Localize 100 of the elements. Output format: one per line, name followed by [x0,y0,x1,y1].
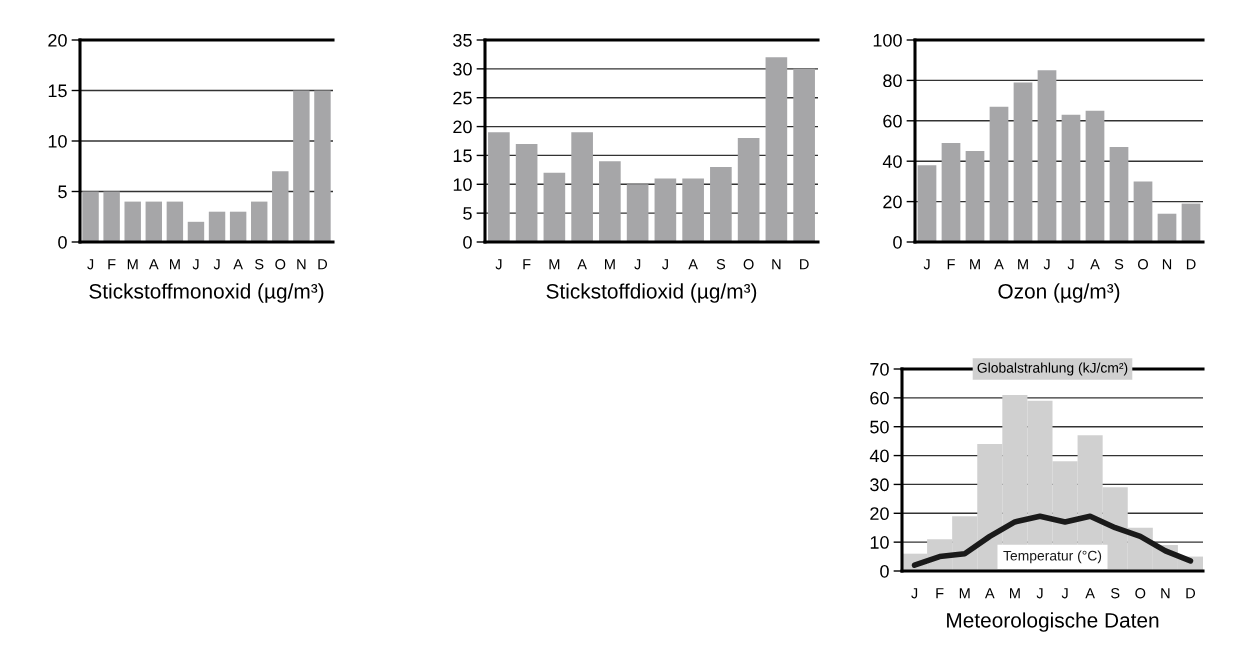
x-tick-label: J [634,259,641,270]
bar [208,211,226,242]
bar [682,178,704,242]
y-tick-label: 35 [453,33,472,47]
x-tick-label: N [1162,259,1172,270]
bar [229,211,247,242]
x-tick-label: A [1085,588,1095,599]
x-axis-title: Meteorologische Daten [947,612,1159,632]
y-tick-label: 10 [453,178,472,192]
x-tick-label: O [743,259,754,270]
bar [145,201,163,242]
bar [250,201,268,242]
y-tick-label: 15 [453,149,472,163]
y-tick-label: 40 [869,449,889,463]
x-tick-label: D [318,259,328,270]
x-tick-label: M [1018,259,1028,270]
x-tick-label: M [970,259,980,270]
bar [488,132,510,242]
y-tick-label: 70 [870,362,889,376]
y-tick-label: 10 [48,134,67,148]
x-axis-title: Stickstoffmonoxid (µg/m³) [89,283,324,303]
y-tick-label: 60 [883,114,902,128]
x-tick-label: J [661,259,668,270]
x-tick-label: M [605,259,615,270]
bar [599,161,621,242]
x-tick-label: S [1114,259,1124,270]
bar [965,151,985,242]
bar [1109,147,1129,242]
x-tick-label: M [1010,588,1020,599]
bar [82,191,99,242]
bar [272,171,289,242]
bar [1037,70,1057,242]
bar [737,138,760,242]
x-tick-label: D [1186,588,1196,599]
bar [543,172,566,242]
y-tick-label: 40 [882,155,902,168]
y-tick-label: 10 [870,536,889,549]
bar [515,143,538,242]
bar [103,191,120,242]
x-tick-label: J [192,259,199,270]
y-tick-label: 20 [870,507,889,521]
bar [124,201,141,242]
y-tick-label: 0 [463,235,472,249]
y-tick-label: 25 [453,91,472,105]
y-tick-label: 5 [463,207,472,220]
x-tick-label: J [923,259,930,270]
y-tick-label: 15 [48,84,67,98]
x-tick-label: F [108,259,116,270]
bar [1181,203,1201,242]
x-tick-label: M [170,259,180,270]
x-tick-label: S [716,259,726,270]
x-tick-label: F [523,259,531,270]
bar [1133,181,1153,242]
x-tick-label: J [213,259,220,270]
y-tick-label: 0 [58,235,67,249]
x-tick-label: J [911,588,918,599]
x-tick-label: A [1090,259,1100,270]
text: Globalstrahlung (kJ/cm²) [977,362,1128,376]
y-tick-label: 30 [870,478,889,492]
bar [626,184,649,242]
x-tick-label: A [233,259,243,270]
bar [941,143,961,242]
x-axis-title: Ozon (µg/m³) [998,283,1120,303]
y-tick-label: 80 [883,74,902,88]
y-tick-label: 5 [58,185,67,199]
bar [571,132,593,242]
bar [1061,114,1081,242]
x-tick-label: D [800,259,809,270]
x-tick-label: J [495,259,502,270]
bar [793,68,815,242]
x-tick-label: J [1043,259,1050,270]
x-tick-label: O [1138,259,1148,270]
series-label: Temperatur (°C) [1003,550,1102,564]
bar [166,201,184,242]
x-tick-label: N [1161,588,1170,599]
x-axis-title: Stickstoffdioxid (µg/m³) [546,283,757,303]
x-tick-label: A [688,259,698,270]
x-tick-label: F [936,588,944,599]
bar [765,57,788,242]
y-tick-label: 20 [883,195,902,209]
y-tick-label: 100 [873,33,902,47]
y-tick-label: 30 [453,62,472,76]
x-tick-label: S [1111,588,1120,599]
bar [710,166,732,242]
x-tick-label: D [1186,259,1196,270]
y-tick-label: 0 [880,564,889,578]
bar [1085,110,1105,242]
x-tick-label: J [1067,259,1074,270]
x-tick-label: O [1135,588,1146,599]
bar [293,90,310,242]
y-tick-label: 0 [893,235,902,249]
x-tick-label: N [772,259,781,270]
x-tick-label: S [255,259,264,270]
bar [314,90,331,242]
bar [654,178,677,242]
x-tick-label: J [1036,588,1043,599]
x-tick-label: A [577,259,587,270]
y-tick-label: 50 [870,420,889,434]
x-tick-label: M [127,259,138,270]
x-tick-label: F [947,259,955,270]
